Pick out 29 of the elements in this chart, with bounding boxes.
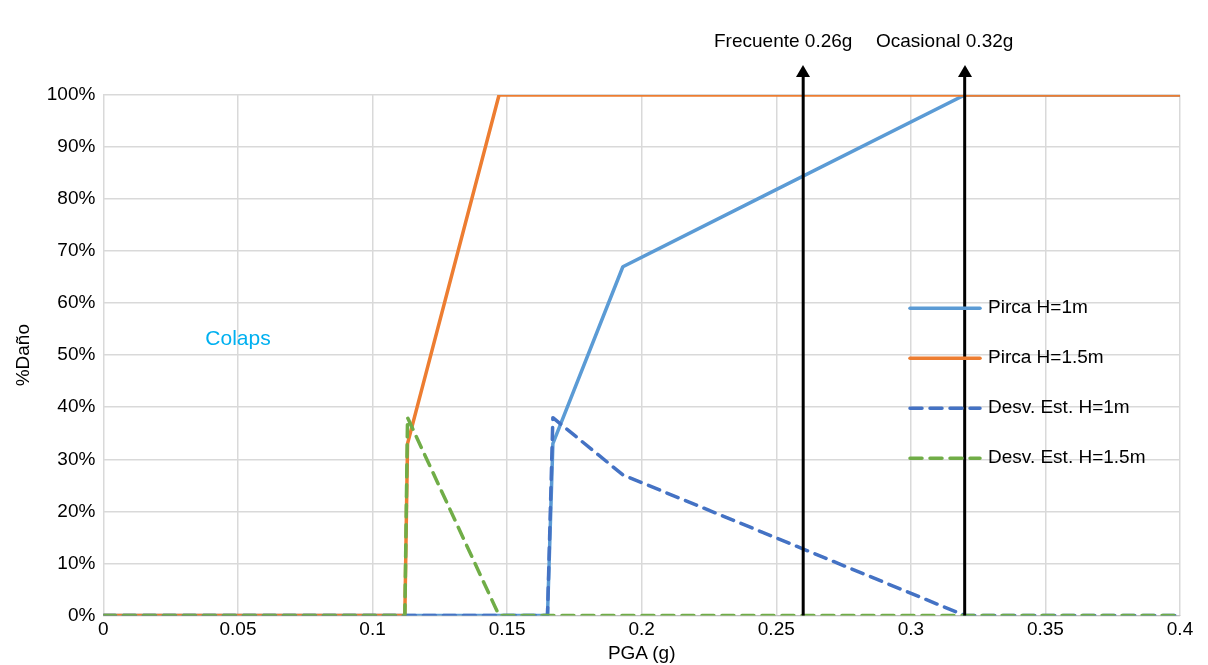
legend-label: Pirca H=1m <box>988 296 1088 318</box>
ref-line-label: Ocasional 0.32g <box>876 29 1014 51</box>
x-tick-label: 0 <box>98 618 109 640</box>
x-tick-label: 0.25 <box>757 618 795 640</box>
y-axis-title: %Daño <box>11 324 33 387</box>
y-tick-label: 80% <box>57 187 96 209</box>
y-tick-label: 100% <box>46 83 96 105</box>
y-tick-label: 20% <box>57 499 96 521</box>
legend-label: Pirca H=1.5m <box>988 346 1104 368</box>
y-tick-label: 30% <box>57 447 96 469</box>
legend-label: Desv. Est. H=1.5m <box>988 446 1146 468</box>
y-tick-label: 0% <box>67 603 96 625</box>
annotation: Colaps <box>205 326 271 350</box>
legend-label: Desv. Est. H=1m <box>988 396 1130 418</box>
x-tick-label: 0.15 <box>488 618 526 640</box>
y-tick-label: 40% <box>57 395 96 417</box>
x-tick-label: 0.4 <box>1166 618 1194 640</box>
x-tick-label: 0.1 <box>359 618 386 640</box>
y-tick-label: 70% <box>57 239 96 261</box>
y-tick-label: 90% <box>57 135 96 157</box>
x-tick-label: 0.35 <box>1026 618 1064 640</box>
ref-line-label: Frecuente 0.26g <box>714 29 853 51</box>
x-tick-label: 0.3 <box>897 618 925 640</box>
x-tick-label: 0.05 <box>219 618 257 640</box>
y-tick-label: 60% <box>57 291 96 313</box>
y-tick-label: 50% <box>57 343 96 365</box>
x-axis-title: PGA (g) <box>607 641 676 663</box>
x-tick-label: 0.2 <box>628 618 655 640</box>
y-tick-label: 10% <box>57 551 96 573</box>
